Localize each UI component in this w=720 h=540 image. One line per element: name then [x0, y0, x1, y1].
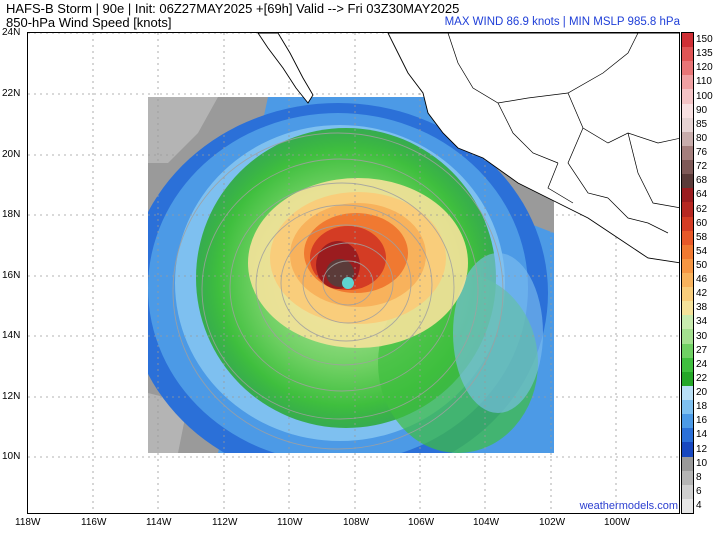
colorbar-swatch: [682, 287, 693, 302]
colorbar-swatch: [682, 498, 693, 514]
colorbar-swatch: [682, 160, 693, 175]
colorbar-swatch: [682, 89, 693, 105]
colorbar-label: 110: [696, 76, 712, 88]
colorbar-swatch: [682, 75, 693, 90]
colorbar-swatch: [682, 414, 693, 429]
lon-label-114w: 114W: [146, 517, 172, 528]
colorbar-swatch: [682, 357, 693, 373]
colorbar-label: 16: [696, 415, 708, 427]
colorbar-label: 18: [696, 401, 708, 413]
colorbar-swatch: [682, 188, 693, 203]
lat-label-12n: 12N: [2, 391, 21, 402]
colorbar-label: 30: [696, 330, 708, 342]
colorbar-label: 85: [696, 118, 708, 130]
lon-label-100w: 100W: [604, 517, 631, 528]
colorbar-swatch: [682, 273, 693, 288]
colorbar-swatch: [682, 216, 693, 232]
colorbar-swatch: [682, 456, 693, 472]
colorbar-label: 60: [696, 217, 708, 229]
lon-label-104w: 104W: [473, 517, 500, 528]
colorbar-swatch: [682, 428, 693, 443]
colorbar-label: 50: [696, 260, 708, 271]
colorbar-label: 8: [696, 471, 702, 483]
colorbar-swatch: [682, 315, 693, 330]
colorbar-label: 54: [696, 245, 708, 257]
colorbar-label: 46: [696, 274, 708, 286]
colorbar-swatch: [682, 202, 693, 218]
lon-label-106w: 106W: [408, 517, 435, 528]
colorbar-label: 100: [696, 90, 713, 102]
lat-label-18n: 18N: [2, 209, 21, 220]
colorbar-label: 12: [696, 443, 708, 455]
colorbar-label: 22: [696, 372, 708, 384]
max-wind-mslp-info: MAX WIND 86.9 knots | MIN MSLP 985.8 hPa: [444, 16, 680, 28]
colorbar-label: 90: [696, 104, 708, 116]
lat-label-16n: 16N: [2, 270, 21, 281]
colorbar-label: 76: [696, 147, 708, 159]
colorbar-label: 27: [696, 344, 708, 356]
land-outline: [257, 33, 679, 264]
colorbar-label: 6: [696, 485, 702, 497]
title-line2: 850-hPa Wind Speed [knots]: [6, 15, 172, 30]
colorbar-label: 80: [696, 132, 708, 144]
colorbar-swatch: [682, 442, 693, 458]
colorbar-swatch: [682, 470, 693, 486]
colorbar-label: 58: [696, 231, 708, 243]
colorbar: [681, 32, 694, 514]
colorbar-label: 4: [696, 500, 702, 511]
colorbar-label: 64: [696, 189, 708, 201]
colorbar-label: 34: [696, 316, 708, 328]
lon-label-116w: 116W: [81, 517, 107, 528]
title-line1: HAFS-B Storm | 90e | Init: 06Z27MAY2025 …: [6, 1, 460, 16]
watermark[interactable]: weathermodels.com: [579, 500, 678, 512]
colorbar-label: 68: [696, 175, 708, 187]
colorbar-label: 24: [696, 358, 708, 370]
map-panel[interactable]: [27, 32, 680, 514]
colorbar-swatch: [682, 131, 693, 147]
colorbar-label: 10: [696, 457, 708, 469]
colorbar-label: 14: [696, 429, 708, 441]
state-borders: [447, 33, 679, 234]
colorbar-label: 20: [696, 387, 708, 399]
colorbar-label: 42: [696, 288, 708, 300]
colorbar-swatch: [682, 301, 693, 316]
lon-label-118w: 118W: [15, 517, 41, 528]
colorbar-label: 62: [696, 203, 708, 215]
lat-label-20n: 20N: [2, 149, 21, 160]
colorbar-swatch: [682, 484, 693, 500]
streamlines: [172, 132, 504, 450]
lat-label-22n: 22N: [2, 88, 21, 99]
colorbar-swatch: [682, 117, 693, 133]
colorbar-label: 38: [696, 302, 708, 314]
colorbar-swatch: [682, 103, 693, 119]
colorbar-swatch: [682, 343, 693, 359]
colorbar-label: 72: [696, 161, 708, 173]
colorbar-label: 120: [696, 62, 713, 74]
colorbar-swatch: [682, 385, 693, 401]
lat-label-10n: 10N: [2, 451, 21, 462]
colorbar-swatch: [682, 371, 693, 387]
lon-label-112w: 112W: [212, 517, 238, 528]
lon-label-102w: 102W: [539, 517, 566, 528]
colorbar-swatch: [682, 174, 693, 189]
colorbar-swatch: [682, 61, 693, 76]
lon-label-110w: 110W: [277, 517, 303, 528]
wind-speed-map: [28, 33, 679, 513]
colorbar-swatch: [682, 230, 693, 246]
lat-label-14n: 14N: [2, 330, 21, 341]
graticule: [28, 33, 679, 513]
colorbar-swatch: [682, 145, 693, 161]
colorbar-label: 135: [696, 48, 713, 60]
colorbar-swatch: [682, 47, 693, 62]
lon-label-108w: 108W: [343, 517, 370, 528]
colorbar-swatch: [682, 244, 693, 260]
colorbar-swatch: [682, 33, 693, 48]
colorbar-label: 150: [696, 34, 713, 46]
colorbar-swatch: [682, 258, 693, 274]
colorbar-swatch: [682, 329, 693, 345]
lat-label-24n: 24N: [2, 27, 21, 38]
colorbar-swatch: [682, 400, 693, 415]
